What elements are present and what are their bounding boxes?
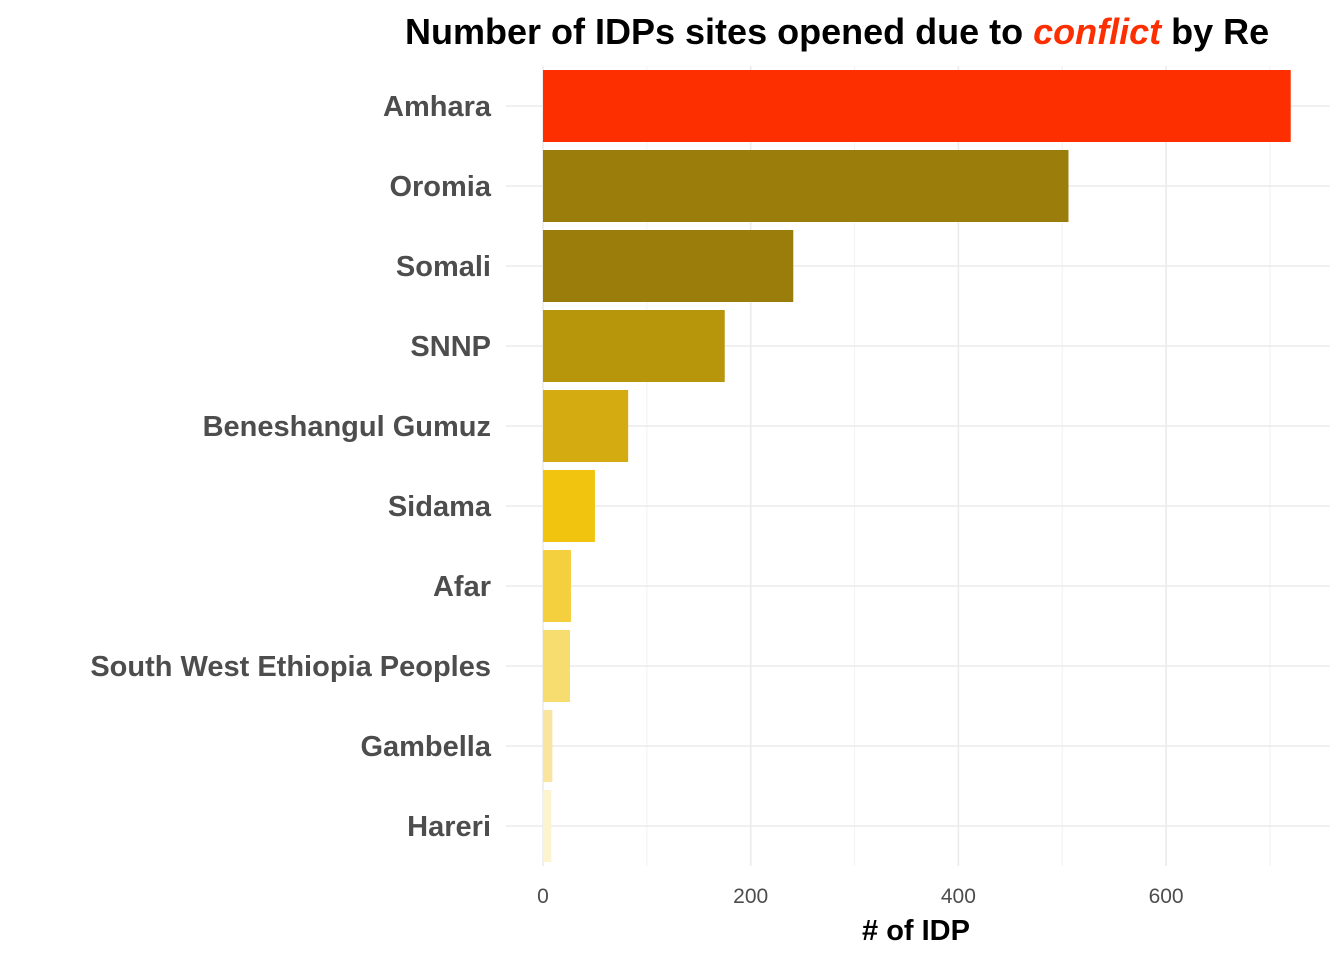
category-label: Gambella (360, 731, 491, 763)
bars (543, 70, 1291, 862)
bar-amhara (543, 70, 1291, 142)
x-tick-labels: 0 200 400 600 (537, 885, 1183, 908)
category-label: Beneshangul Gumuz (203, 411, 491, 443)
title-prefix: Number of IDPs sites opened due to (405, 11, 1033, 52)
x-tick-label: 0 (537, 885, 549, 908)
bar-afar (543, 550, 572, 622)
category-labels: Amhara Oromia Somali SNNP Beneshangul Gumuz S… (90, 91, 492, 843)
x-tick-label: 400 (941, 885, 976, 908)
bar-hareri (543, 790, 552, 862)
bar-gambella (543, 710, 553, 782)
bar-somali (543, 230, 794, 302)
category-label: Amhara (383, 91, 492, 123)
category-label: Somali (396, 251, 491, 283)
category-label: Sidama (388, 491, 492, 523)
title-emphasis: conflict (1033, 11, 1163, 52)
x-tick-label: 600 (1149, 885, 1184, 908)
bar-snnp (543, 310, 725, 382)
bar-sidama (543, 470, 595, 542)
category-label: South West Ethiopia Peoples (90, 651, 491, 683)
chart-title: Number of IDPs sites opened due to confl… (405, 11, 1269, 52)
bar-beneshangul-gumuz (543, 390, 629, 462)
bar-south-west-ethiopia-peoples (543, 630, 571, 702)
category-label: Afar (433, 571, 491, 603)
category-label: SNNP (410, 331, 491, 363)
category-label: Hareri (407, 811, 491, 843)
bar-oromia (543, 150, 1069, 222)
x-tick-label: 200 (733, 885, 768, 908)
title-suffix: by Re (1161, 11, 1269, 52)
category-label: Oromia (389, 171, 491, 203)
x-axis-title: # of IDP (862, 915, 970, 947)
